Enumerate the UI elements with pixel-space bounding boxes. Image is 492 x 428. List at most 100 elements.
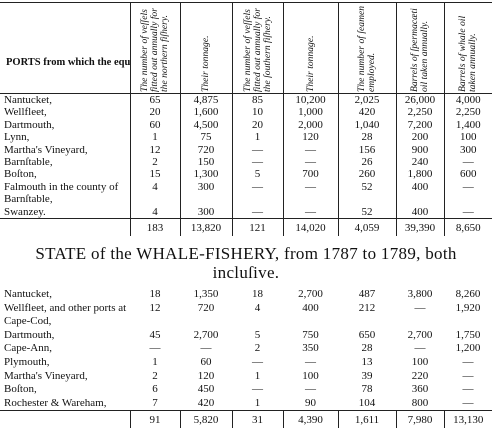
cell-value: 720: [197, 301, 215, 314]
total-value: 4,059: [337, 218, 396, 237]
cell-value: —: [282, 180, 338, 206]
table-row: Plymouth, 1 60 — — 13 100 —: [0, 356, 492, 370]
cell-value: —: [414, 301, 426, 314]
cell-value: —: [462, 369, 474, 382]
cell-value: 28: [361, 342, 373, 355]
table-1-body: Nantucket, 65 4,875 85 10,200 2,025 26,000 4,00…: [0, 93, 492, 237]
column-header-cell: The number of ſeamen employed.: [337, 2, 396, 94]
cell-value: 200: [395, 131, 444, 144]
column-header-cell: Barrels of ſpermacæti oil taken annually…: [395, 2, 444, 94]
cell-value: —: [462, 396, 474, 409]
port-name: Nantucket,: [4, 94, 52, 106]
port-name: Dartmouth,: [4, 118, 55, 131]
column-header: The number of veſſels fitted out annuall…: [139, 8, 170, 92]
port-name: Swanzey.: [4, 205, 46, 218]
table-row: Cape-Ann, — — 2 350 28 — 1,200: [0, 342, 492, 356]
column-header-cell: The number of veſſels fitted out annuall…: [231, 2, 283, 94]
cell-value: —: [231, 156, 283, 169]
cell-value: 28: [337, 131, 396, 144]
cell-value: 4,875: [179, 93, 232, 107]
cell-value: 1: [254, 396, 261, 409]
table-row: Lynn, 1 75 1 120 28 200 100: [0, 131, 492, 144]
cell-value: 65: [129, 93, 180, 107]
table-row: Rochester & Wareham, 7 420 1 90 104 800 —: [0, 397, 492, 411]
cell-value: —: [149, 342, 161, 355]
cell-value: 1: [129, 131, 180, 144]
cell-value: 300: [179, 205, 232, 219]
cell-value: 1: [152, 356, 158, 369]
cell-value: 1,200: [455, 342, 481, 355]
table-row: Nantucket, 18 1,350 18 2,700 487 3,800 8,260: [0, 288, 492, 302]
cell-value: 2: [129, 156, 180, 169]
cell-value: 45: [149, 328, 161, 341]
cell-value: 4: [254, 301, 261, 314]
column-header: The number of veſſels fitted out annuall…: [241, 8, 273, 92]
cell-value: 13: [361, 356, 373, 369]
port-name: Falmouth in the county of Barnſtable,: [4, 180, 119, 206]
section-title: STATE of the WHALE-FISHERY, from 1787 to…: [35, 244, 457, 283]
column-header: Barrels of whale oil taken annually.: [457, 15, 479, 92]
cell-value: 26: [337, 156, 396, 169]
column-header-cell: Barrels of whale oil taken annually.: [443, 2, 492, 94]
cell-value: 1,350: [193, 288, 219, 301]
cell-value: 5: [231, 168, 283, 181]
cell-value: 20: [129, 106, 180, 119]
cell-value: 78: [361, 383, 373, 396]
cell-value: —: [305, 383, 316, 396]
cell-value: —: [252, 383, 263, 396]
table-row: Wellfleet, 20 1,600 10 1,000 420 2,250 2,250: [0, 106, 492, 119]
cell-value: 720: [179, 143, 232, 157]
cell-value: 52: [337, 180, 396, 206]
cell-value: —: [282, 143, 338, 157]
column-header: Their tonnage.: [200, 35, 211, 93]
cell-value: —: [252, 356, 263, 369]
cell-value: 12: [149, 301, 161, 314]
cell-value: 60: [200, 356, 212, 369]
cell-value: 6: [152, 383, 158, 396]
cell-value: —: [282, 156, 338, 169]
cell-value: 104: [358, 396, 376, 409]
cell-value: 39: [361, 369, 373, 382]
port-name: Martha's Vineyard,: [4, 143, 88, 156]
cell-value: 1: [231, 131, 283, 144]
cell-value: —: [443, 156, 492, 169]
cell-value: 85: [231, 93, 283, 107]
cell-value: —: [462, 356, 474, 369]
table-row: Martha's Vineyard, 12 720— —156 900 300: [0, 143, 492, 157]
totals-row: 183 13,820 121 14,020 4,059 39,390 8,650: [0, 218, 492, 237]
cell-value: —: [305, 356, 316, 369]
cell-value: 1,040: [337, 118, 396, 132]
table-row: Dartmouth, 45 2,700 5 750 650 2,700 1,750: [0, 329, 492, 343]
table-row: Nantucket, 65 4,875 85 10,200 2,025 26,000 4,00…: [0, 93, 492, 107]
cell-value: 2: [152, 369, 158, 382]
cell-value: 1,400: [443, 118, 492, 132]
table-row: Barnſtable, 2 150— —26 240—: [0, 156, 492, 169]
table-row: Wellfleet, and other ports at Cape-Cod, 1…: [0, 302, 492, 329]
total-value: 39,390: [395, 218, 444, 237]
cell-value: —: [282, 205, 338, 219]
column-header: The number of ſeamen employed.: [356, 5, 377, 92]
cell-value: 2,700: [407, 328, 433, 341]
cell-value: —: [200, 342, 212, 355]
total-value: 121: [231, 218, 283, 237]
cell-value: 420: [337, 106, 396, 119]
cell-value: 100: [443, 131, 492, 144]
cell-value: 75: [179, 131, 232, 144]
totals-spacer: [0, 410, 130, 428]
cell-value: 350: [302, 342, 319, 355]
cell-value: 100: [411, 356, 429, 369]
cell-value: 420: [197, 396, 215, 409]
table-1: PORTS from which the equipments were mad…: [0, 2, 492, 237]
cell-value: 900: [395, 143, 444, 157]
total-value: 14,020: [282, 218, 338, 237]
cell-value: 4,500: [179, 118, 232, 132]
port-name: Nantucket,: [4, 288, 52, 301]
cell-value: —: [231, 143, 283, 157]
cell-value: 650: [358, 328, 376, 341]
cell-value: 300: [179, 180, 232, 206]
cell-value: 4: [129, 180, 180, 206]
cell-value: 10: [231, 106, 283, 119]
column-header: Barrels of ſpermacæti oil taken annually…: [409, 8, 430, 92]
port-name: Barnſtable,: [4, 156, 53, 169]
cell-value: 3,800: [407, 288, 433, 301]
